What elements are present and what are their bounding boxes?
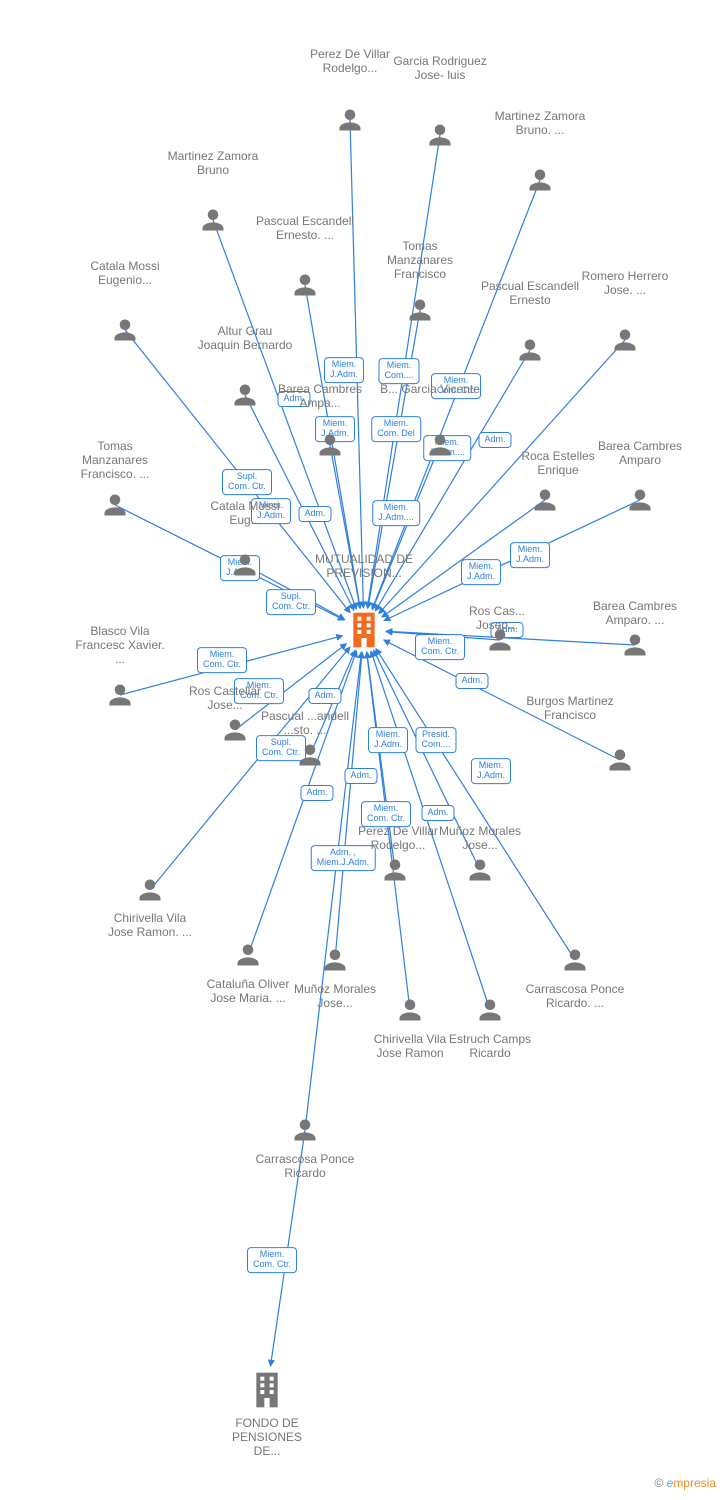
person-icon[interactable] bbox=[291, 271, 319, 299]
person-icon[interactable] bbox=[231, 381, 259, 409]
edge-line bbox=[270, 1130, 305, 1366]
edge-line bbox=[375, 350, 530, 611]
edge-line bbox=[379, 340, 625, 614]
edge-line bbox=[367, 135, 440, 608]
person-icon[interactable] bbox=[406, 296, 434, 324]
person-icon[interactable] bbox=[396, 996, 424, 1024]
person-icon[interactable] bbox=[106, 681, 134, 709]
person-icon[interactable] bbox=[381, 856, 409, 884]
person-icon[interactable] bbox=[136, 876, 164, 904]
person-icon[interactable] bbox=[296, 741, 324, 769]
copyright-label: © empresia bbox=[654, 1476, 716, 1490]
person-icon[interactable] bbox=[516, 336, 544, 364]
edge-line bbox=[376, 649, 575, 960]
edge-line bbox=[386, 632, 500, 640]
person-icon[interactable] bbox=[199, 206, 227, 234]
edge-line bbox=[248, 651, 357, 955]
edge-line bbox=[372, 180, 540, 610]
person-icon[interactable] bbox=[291, 1116, 319, 1144]
person-icon[interactable] bbox=[321, 946, 349, 974]
edge-line bbox=[235, 643, 347, 730]
person-icon[interactable] bbox=[426, 121, 454, 149]
person-icon[interactable] bbox=[336, 106, 364, 134]
person-icon[interactable] bbox=[476, 996, 504, 1024]
person-icon[interactable] bbox=[531, 486, 559, 514]
company-icon-secondary[interactable] bbox=[250, 1370, 284, 1410]
person-icon[interactable] bbox=[466, 856, 494, 884]
person-icon[interactable] bbox=[316, 431, 344, 459]
company-icon-main[interactable] bbox=[347, 610, 381, 650]
person-icon[interactable] bbox=[231, 551, 259, 579]
edge-line bbox=[384, 500, 640, 621]
edge-line bbox=[305, 652, 361, 1130]
person-icon[interactable] bbox=[221, 716, 249, 744]
person-icon[interactable] bbox=[101, 491, 129, 519]
person-icon[interactable] bbox=[621, 631, 649, 659]
edge-line bbox=[368, 310, 420, 608]
person-icon[interactable] bbox=[111, 316, 139, 344]
person-icon[interactable] bbox=[426, 431, 454, 459]
person-icon[interactable] bbox=[561, 946, 589, 974]
person-icon[interactable] bbox=[606, 746, 634, 774]
edge-line bbox=[330, 445, 360, 608]
edge-line bbox=[367, 652, 410, 1010]
edge-line bbox=[384, 640, 620, 760]
edge-line bbox=[245, 565, 345, 619]
person-icon[interactable] bbox=[486, 626, 514, 654]
edge-line bbox=[350, 120, 363, 608]
person-icon[interactable] bbox=[234, 941, 262, 969]
edge-line bbox=[120, 636, 343, 695]
person-icon[interactable] bbox=[611, 326, 639, 354]
person-icon[interactable] bbox=[526, 166, 554, 194]
person-icon[interactable] bbox=[626, 486, 654, 514]
